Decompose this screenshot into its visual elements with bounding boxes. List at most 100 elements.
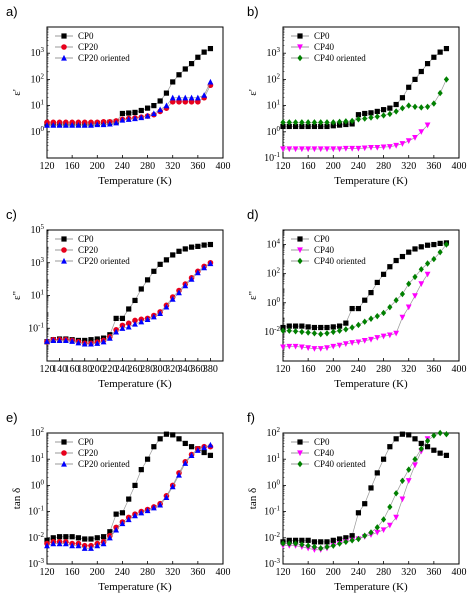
legend-label: CP40 oriented xyxy=(314,459,366,469)
data-point xyxy=(138,114,145,121)
legend-marker xyxy=(61,450,67,456)
y-tick-label: 102 xyxy=(267,72,281,85)
data-point xyxy=(292,540,299,547)
data-point xyxy=(170,432,176,438)
data-point xyxy=(368,110,374,116)
data-point xyxy=(349,324,355,331)
data-point xyxy=(157,310,164,317)
data-point xyxy=(405,304,412,311)
plot-frame xyxy=(46,26,224,159)
data-point xyxy=(424,61,431,67)
panel-label: c) xyxy=(6,207,17,222)
x-tick-label: 120 xyxy=(276,364,291,375)
x-tick-label: 160 xyxy=(65,567,80,578)
data-point xyxy=(56,337,63,344)
data-point xyxy=(336,146,343,153)
x-tick-label: 160 xyxy=(65,161,80,172)
data-point xyxy=(280,119,286,126)
data-point xyxy=(330,328,336,336)
data-point xyxy=(349,305,355,312)
data-point xyxy=(399,104,406,112)
data-point xyxy=(362,297,368,303)
data-point xyxy=(317,146,324,153)
legend-marker xyxy=(61,460,67,467)
data-point xyxy=(286,540,292,547)
data-point xyxy=(406,102,412,109)
data-point xyxy=(298,344,305,351)
legend-label: CP0 xyxy=(314,31,330,41)
data-point xyxy=(374,108,380,115)
data-point xyxy=(406,280,412,288)
data-point xyxy=(443,430,450,438)
data-point xyxy=(163,102,170,109)
legend-marker xyxy=(61,236,67,242)
data-point xyxy=(94,535,100,541)
data-point xyxy=(399,141,406,147)
data-point xyxy=(44,537,50,543)
series-line xyxy=(282,274,428,350)
x-tick-label: 240 xyxy=(115,364,130,375)
chart-panel-a: a) 120 160 200 240 280 320 360 400 100 101 102 103 Te… xyxy=(6,4,231,187)
data-point xyxy=(330,542,336,549)
data-point xyxy=(106,335,113,341)
data-point xyxy=(125,323,132,330)
data-point xyxy=(50,535,56,541)
panel-label: b) xyxy=(247,4,259,19)
data-point xyxy=(393,142,400,149)
data-point xyxy=(169,94,176,101)
data-point xyxy=(355,112,362,118)
data-point xyxy=(343,538,349,546)
x-tick-label: 300 xyxy=(153,364,168,375)
legend-label: CP0 xyxy=(314,437,330,447)
data-point xyxy=(299,328,305,336)
plot-frame xyxy=(282,229,460,362)
x-tick-label: 260 xyxy=(128,364,143,375)
data-point xyxy=(201,449,207,456)
data-point xyxy=(324,539,330,545)
data-point xyxy=(280,146,286,153)
data-point xyxy=(362,501,368,507)
data-point xyxy=(299,119,305,126)
data-point xyxy=(374,144,381,151)
data-point xyxy=(380,112,387,119)
data-point xyxy=(362,115,368,122)
data-point xyxy=(188,452,195,458)
data-point xyxy=(182,460,189,466)
data-point xyxy=(94,340,101,346)
data-point xyxy=(387,503,393,511)
data-point xyxy=(380,333,387,340)
data-point xyxy=(412,436,418,442)
data-point xyxy=(387,110,393,118)
data-point xyxy=(380,527,387,534)
legend-marker xyxy=(297,54,303,62)
data-point xyxy=(399,477,406,484)
data-point xyxy=(138,107,144,114)
y-tick-label: 10-1 xyxy=(28,321,44,334)
data-point xyxy=(176,98,182,105)
data-point xyxy=(286,327,292,334)
data-point xyxy=(374,335,381,341)
data-point xyxy=(182,440,188,447)
data-point xyxy=(292,123,299,130)
data-point xyxy=(75,122,82,128)
data-point xyxy=(280,324,286,331)
legend-marker xyxy=(297,450,303,457)
series-line xyxy=(46,433,211,541)
data-point xyxy=(361,338,368,344)
data-point xyxy=(324,330,330,337)
legend-label: CP0 xyxy=(78,234,94,244)
data-point xyxy=(188,444,195,450)
data-point xyxy=(342,145,349,152)
data-point xyxy=(412,76,418,82)
data-point xyxy=(119,520,126,527)
legend-label: CP0 xyxy=(314,234,330,244)
y-tick-label: 102 xyxy=(267,267,281,280)
data-point xyxy=(126,110,132,116)
data-point xyxy=(368,144,374,151)
data-point xyxy=(100,534,107,540)
data-point xyxy=(50,337,57,344)
y-tick-label: 100 xyxy=(267,296,281,309)
data-point xyxy=(169,483,176,490)
data-point xyxy=(286,323,292,329)
x-tick-label: 280 xyxy=(376,364,391,375)
